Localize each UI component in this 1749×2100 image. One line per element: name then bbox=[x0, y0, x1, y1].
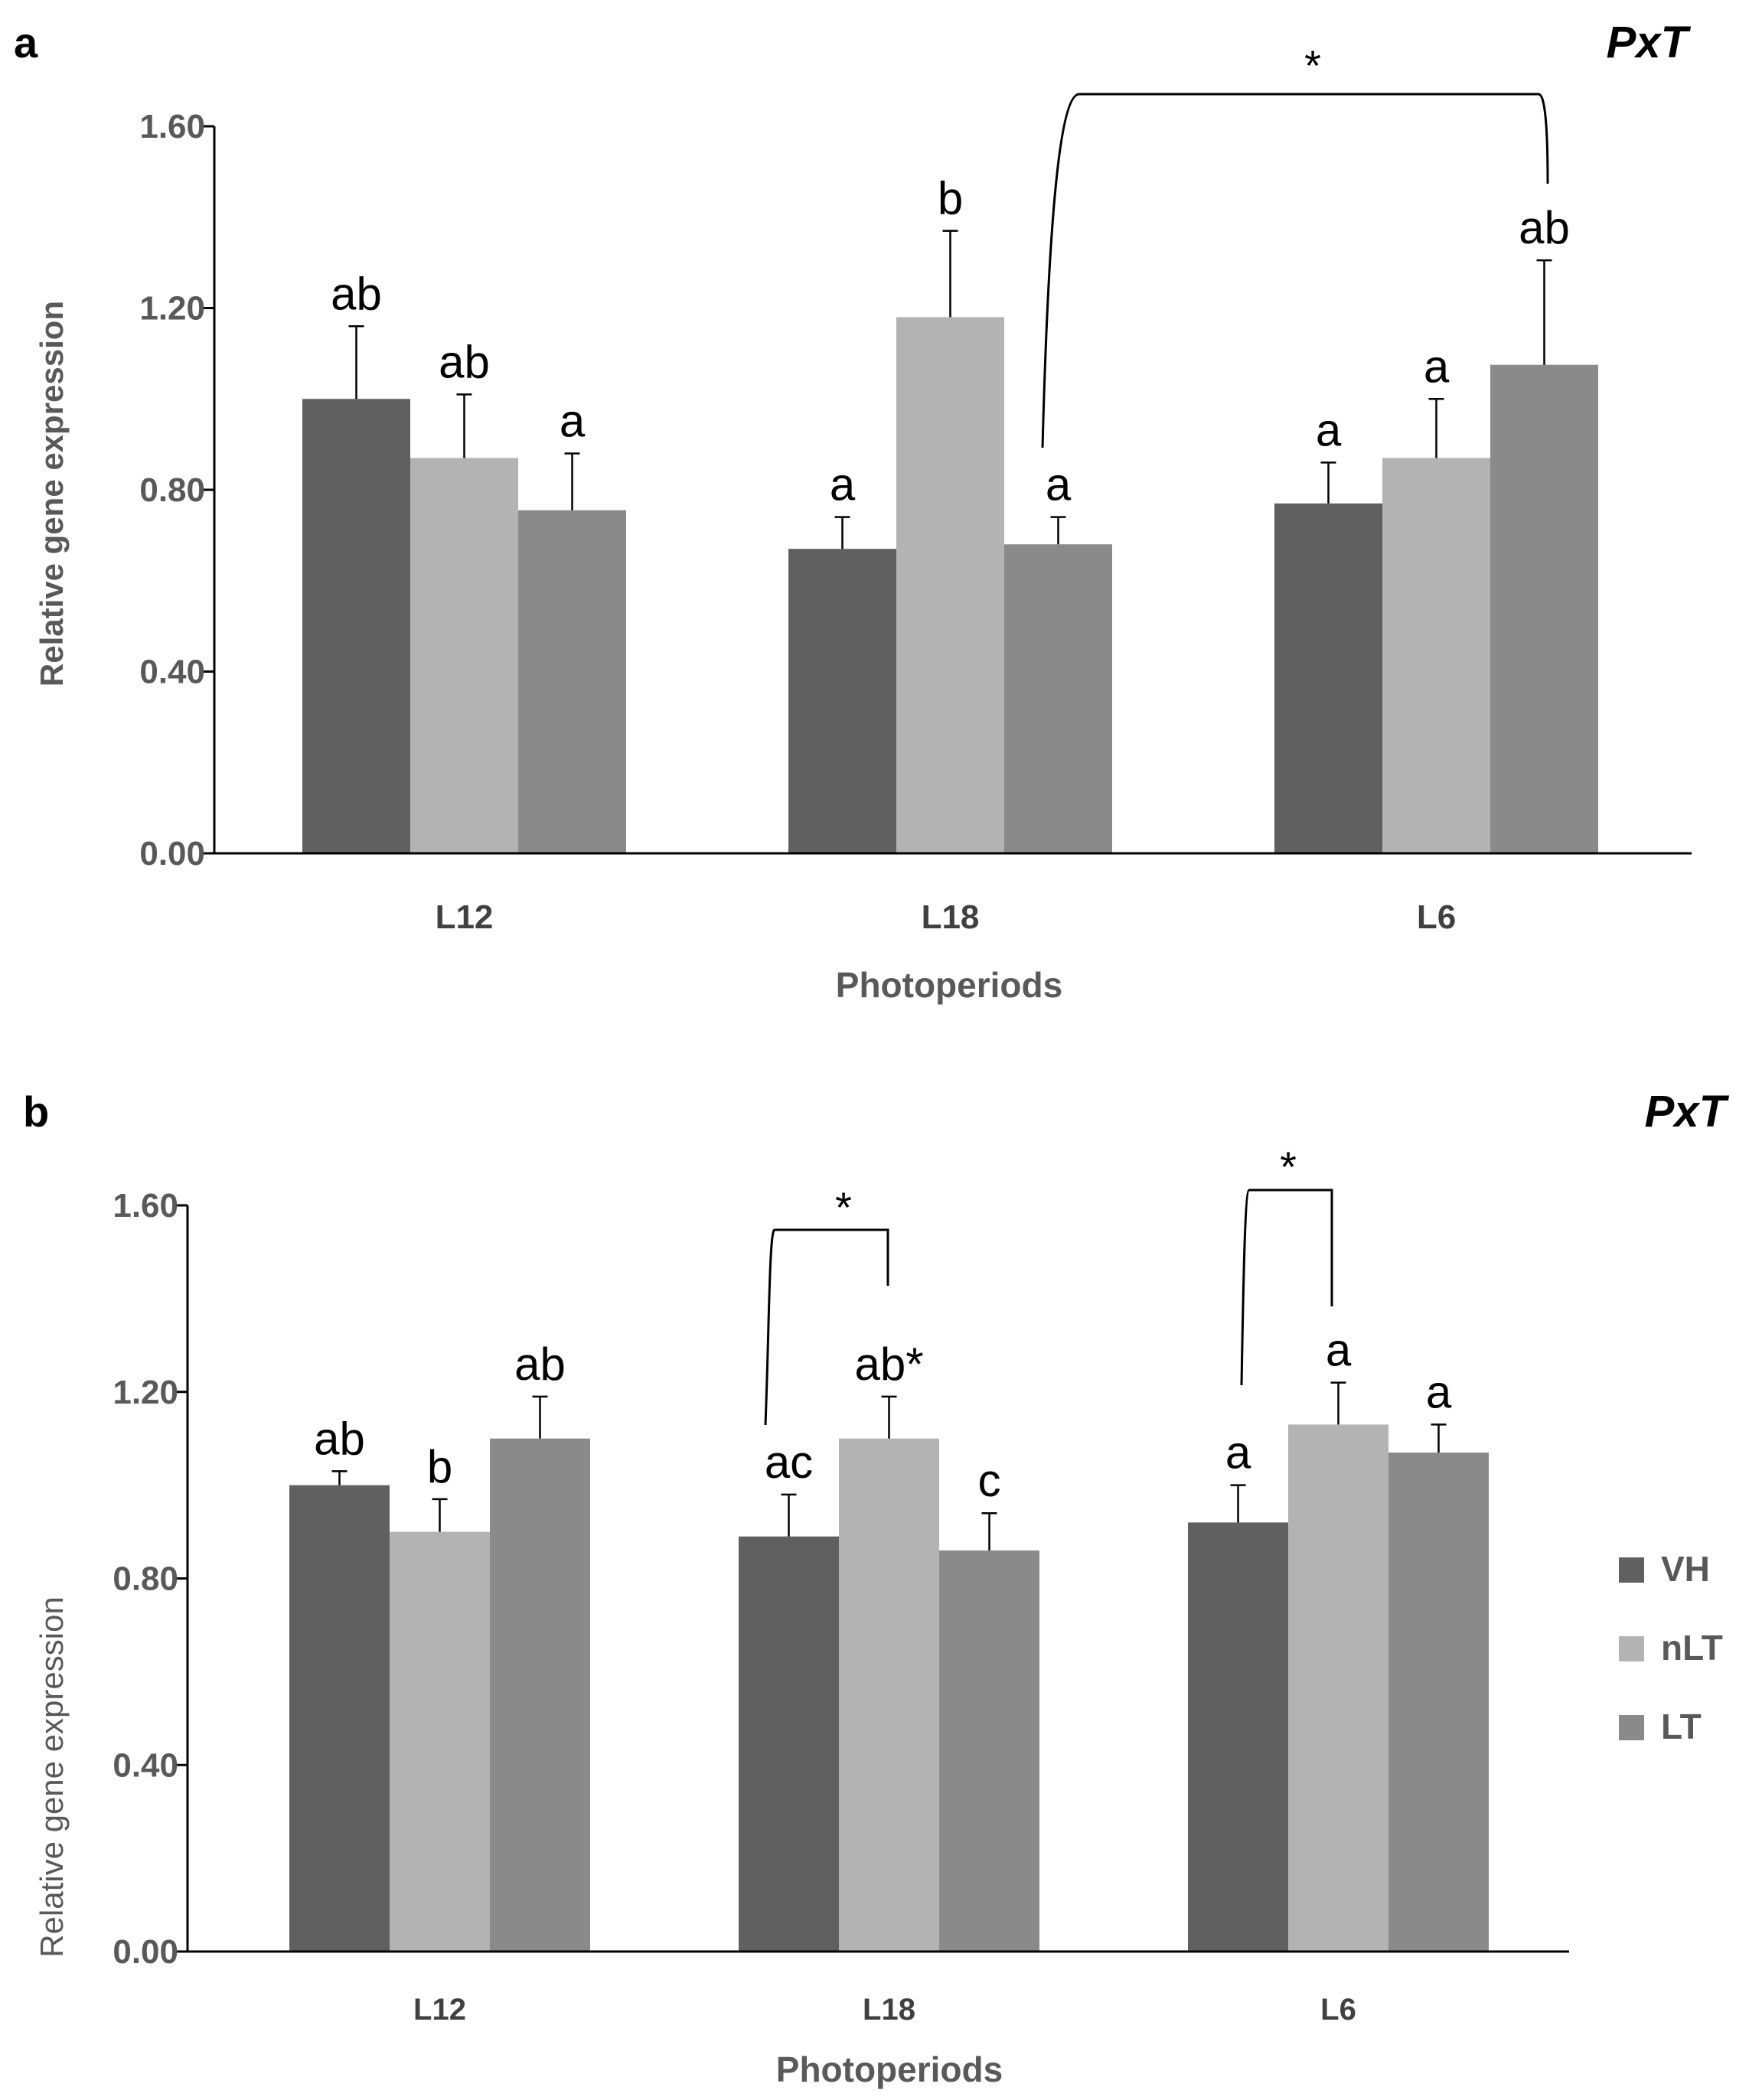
x-axis-label: Photoperiods bbox=[836, 965, 1062, 1005]
significance-letter: a bbox=[1316, 404, 1342, 455]
significance-bracket bbox=[1041, 93, 1549, 448]
significance-letter: a bbox=[1426, 1366, 1452, 1417]
significance-letter: a bbox=[1225, 1427, 1251, 1479]
x-tick-label: L12 bbox=[413, 1993, 466, 2027]
significance-letter: a bbox=[1326, 1325, 1352, 1376]
significance-letter: ab bbox=[439, 336, 490, 387]
significance-star: * bbox=[1304, 41, 1321, 90]
x-tick-label: L6 bbox=[1320, 1993, 1356, 2027]
gene-label: PxT bbox=[1607, 18, 1692, 67]
significance-star: * bbox=[1280, 1143, 1297, 1191]
chart-panel-b: b PxT Relative gene expression Photoperi… bbox=[0, 1050, 1749, 2100]
panel-label: a bbox=[14, 18, 38, 67]
y-tick-label: 0.80 bbox=[113, 1560, 178, 1598]
y-tick-label: 0.40 bbox=[139, 654, 205, 691]
y-tick-label: 1.60 bbox=[113, 1187, 178, 1224]
bar-vh bbox=[289, 1485, 390, 1952]
significance-letter: a bbox=[560, 396, 586, 447]
bar-vh bbox=[739, 1536, 839, 1952]
x-axis-label: Photoperiods bbox=[776, 2049, 1003, 2089]
significance-bracket bbox=[1240, 1189, 1333, 1386]
bar-lt bbox=[1490, 364, 1598, 853]
bar-vh bbox=[1188, 1522, 1288, 1952]
significance-star: * bbox=[835, 1183, 852, 1231]
bar-nlt bbox=[390, 1531, 490, 1952]
legend-label-lt: LT bbox=[1661, 1707, 1702, 1746]
bar-lt bbox=[939, 1550, 1039, 1952]
bar-nlt bbox=[1382, 458, 1490, 853]
y-axis-label: Relative gene expression bbox=[34, 301, 70, 686]
bar-nlt bbox=[410, 458, 518, 853]
panel-label: b bbox=[23, 1088, 49, 1136]
significance-letter: b bbox=[938, 173, 963, 224]
significance-letter: a bbox=[830, 459, 856, 510]
x-tick-label: L18 bbox=[863, 1993, 915, 2027]
y-tick-label: 0.80 bbox=[139, 471, 205, 509]
chart-panel-a: a PxT Relative gene expression Photoperi… bbox=[14, 18, 1692, 1005]
significance-letter: ab bbox=[1519, 202, 1570, 253]
y-tick-label: 0.00 bbox=[139, 835, 205, 872]
legend-swatch-vh bbox=[1619, 1557, 1644, 1583]
bar-nlt bbox=[1288, 1424, 1388, 1952]
bar-nlt bbox=[896, 317, 1004, 853]
bar-chart-b: b PxT Relative gene expression Photoperi… bbox=[23, 1087, 1730, 2089]
y-axis-label: Relative gene expression bbox=[34, 1596, 70, 1958]
significance-letter: ab* bbox=[854, 1339, 923, 1390]
legend-swatch-lt bbox=[1619, 1715, 1644, 1740]
x-tick-label: L12 bbox=[436, 898, 494, 936]
bar-vh bbox=[788, 549, 896, 853]
significance-letter: ab bbox=[514, 1339, 566, 1390]
significance-letter: a bbox=[1424, 341, 1450, 392]
gene-label: PxT bbox=[1645, 1087, 1730, 1136]
y-tick-label: 1.20 bbox=[113, 1374, 178, 1411]
y-tick-label: 1.20 bbox=[139, 290, 205, 328]
bar-nlt bbox=[839, 1438, 939, 1952]
significance-letter: ab bbox=[314, 1413, 365, 1464]
y-tick-label: 0.40 bbox=[113, 1746, 178, 1784]
legend-swatch-nlt bbox=[1619, 1636, 1644, 1661]
significance-letter: b bbox=[427, 1441, 452, 1492]
significance-letter: ac bbox=[765, 1436, 813, 1488]
x-tick-label: L18 bbox=[922, 898, 980, 936]
significance-letter: ab bbox=[331, 268, 382, 319]
y-tick-label: 1.60 bbox=[139, 108, 205, 145]
bar-lt bbox=[518, 510, 626, 853]
bar-chart-a: a PxT Relative gene expression Photoperi… bbox=[14, 18, 1692, 1005]
bar-lt bbox=[490, 1438, 590, 1952]
y-tick-label: 0.00 bbox=[113, 1933, 178, 1971]
significance-bracket bbox=[764, 1228, 889, 1426]
significance-letter: a bbox=[1046, 459, 1072, 510]
bar-lt bbox=[1004, 544, 1112, 853]
legend-label-nlt: nLT bbox=[1661, 1628, 1723, 1668]
significance-letter: c bbox=[978, 1455, 1001, 1506]
bar-lt bbox=[1388, 1452, 1489, 1952]
x-tick-label: L6 bbox=[1417, 898, 1456, 936]
legend-label-vh: VH bbox=[1661, 1549, 1710, 1589]
bar-vh bbox=[1274, 503, 1382, 853]
bar-vh bbox=[302, 399, 410, 853]
